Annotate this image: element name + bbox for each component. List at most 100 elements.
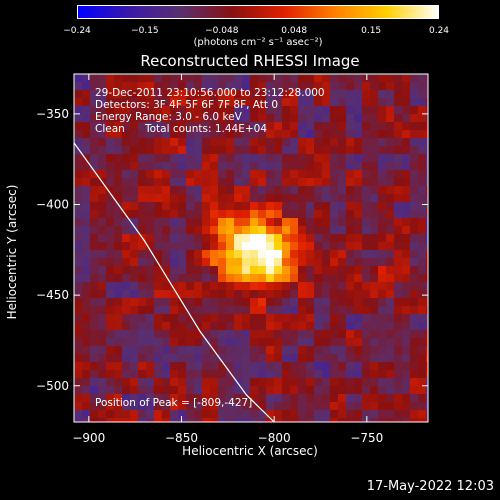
heatmap-cell <box>218 74 226 82</box>
heatmap-cell <box>122 370 130 378</box>
heatmap-cell <box>290 130 298 138</box>
heatmap-cell <box>410 386 418 394</box>
heatmap-cell <box>146 186 154 194</box>
heatmap-cell <box>322 394 330 402</box>
heatmap-cell <box>178 194 186 202</box>
heatmap-cell <box>426 306 428 314</box>
heatmap-cell <box>266 114 274 122</box>
heatmap-cell <box>402 130 410 138</box>
heatmap-cell <box>170 370 178 378</box>
heatmap-cell <box>346 106 354 114</box>
heatmap-cell <box>362 98 370 106</box>
heatmap-cell <box>106 290 114 298</box>
heatmap-cell <box>426 298 428 306</box>
heatmap-cell <box>346 82 354 90</box>
heatmap-cell <box>354 226 362 234</box>
heatmap-cell <box>378 202 386 210</box>
heatmap-cell <box>378 122 386 130</box>
heatmap-cell <box>146 306 154 314</box>
heatmap-cell <box>146 114 154 122</box>
heatmap-cell <box>98 386 106 394</box>
heatmap-cell <box>314 210 322 218</box>
heatmap-cell <box>274 266 282 274</box>
heatmap-cell <box>378 298 386 306</box>
heatmap-cell <box>402 298 410 306</box>
heatmap-cell <box>402 306 410 314</box>
heatmap-cell <box>74 394 82 402</box>
heatmap-cell <box>138 370 146 378</box>
heatmap-cell <box>282 90 290 98</box>
heatmap-cell <box>250 170 258 178</box>
heatmap-cell <box>82 314 90 322</box>
heatmap-cell <box>354 98 362 106</box>
heatmap-cell <box>82 186 90 194</box>
heatmap-cell <box>282 194 290 202</box>
heatmap-cell <box>250 250 258 258</box>
heatmap-cell <box>210 362 218 370</box>
heatmap-cell <box>258 210 266 218</box>
heatmap-cell <box>386 154 394 162</box>
heatmap-cell <box>346 186 354 194</box>
heatmap-cell <box>266 82 274 90</box>
heatmap-cell <box>418 266 426 274</box>
heatmap-cell <box>90 250 98 258</box>
heatmap-cell <box>82 226 90 234</box>
heatmap-cell <box>282 362 290 370</box>
heatmap-cell <box>250 274 258 282</box>
heatmap-cell <box>410 202 418 210</box>
heatmap-cell <box>298 282 306 290</box>
heatmap-cell <box>258 410 266 418</box>
heatmap-cell <box>82 98 90 106</box>
heatmap-cell <box>114 282 122 290</box>
heatmap-cell <box>370 234 378 242</box>
heatmap-cell <box>386 130 394 138</box>
heatmap-cell <box>154 226 162 234</box>
heatmap-cell <box>202 218 210 226</box>
heatmap-cell <box>354 138 362 146</box>
heatmap-cell <box>234 322 242 330</box>
heatmap-cell <box>362 218 370 226</box>
heatmap-cell <box>362 250 370 258</box>
heatmap-cell <box>402 394 410 402</box>
heatmap-cell <box>386 402 394 410</box>
heatmap-cell <box>194 114 202 122</box>
heatmap-cell <box>106 298 114 306</box>
heatmap-cell <box>370 178 378 186</box>
heatmap-cell <box>258 266 266 274</box>
heatmap-cell <box>90 418 98 422</box>
heatmap-cell <box>170 290 178 298</box>
heatmap-cell <box>146 402 154 410</box>
heatmap-cell <box>298 98 306 106</box>
heatmap-cell <box>130 386 138 394</box>
heatmap-cell <box>346 162 354 170</box>
heatmap-cell <box>258 386 266 394</box>
heatmap-cell <box>218 114 226 122</box>
heatmap-cell <box>266 370 274 378</box>
heatmap-cell <box>410 282 418 290</box>
heatmap-cell <box>194 274 202 282</box>
heatmap-cell <box>282 266 290 274</box>
heatmap-cell <box>266 274 274 282</box>
heatmap-cell <box>186 322 194 330</box>
heatmap-cell <box>82 258 90 266</box>
heatmap-cell <box>418 82 426 90</box>
heatmap-cell <box>330 394 338 402</box>
heatmap-cell <box>218 282 226 290</box>
heatmap-cell <box>186 386 194 394</box>
heatmap-cell <box>370 74 378 82</box>
heatmap-cell <box>138 330 146 338</box>
heatmap-cell <box>402 242 410 250</box>
heatmap-cell <box>234 378 242 386</box>
heatmap-cell <box>194 138 202 146</box>
heatmap-cell <box>138 386 146 394</box>
heatmap-cell <box>306 154 314 162</box>
heatmap-cell <box>306 386 314 394</box>
heatmap-cell <box>386 314 394 322</box>
heatmap-cell <box>90 74 98 82</box>
heatmap-cell <box>234 266 242 274</box>
heatmap-cell <box>370 130 378 138</box>
heatmap-cell <box>258 194 266 202</box>
heatmap-cell <box>130 74 138 82</box>
heatmap-cell <box>194 226 202 234</box>
heatmap-cell <box>330 194 338 202</box>
